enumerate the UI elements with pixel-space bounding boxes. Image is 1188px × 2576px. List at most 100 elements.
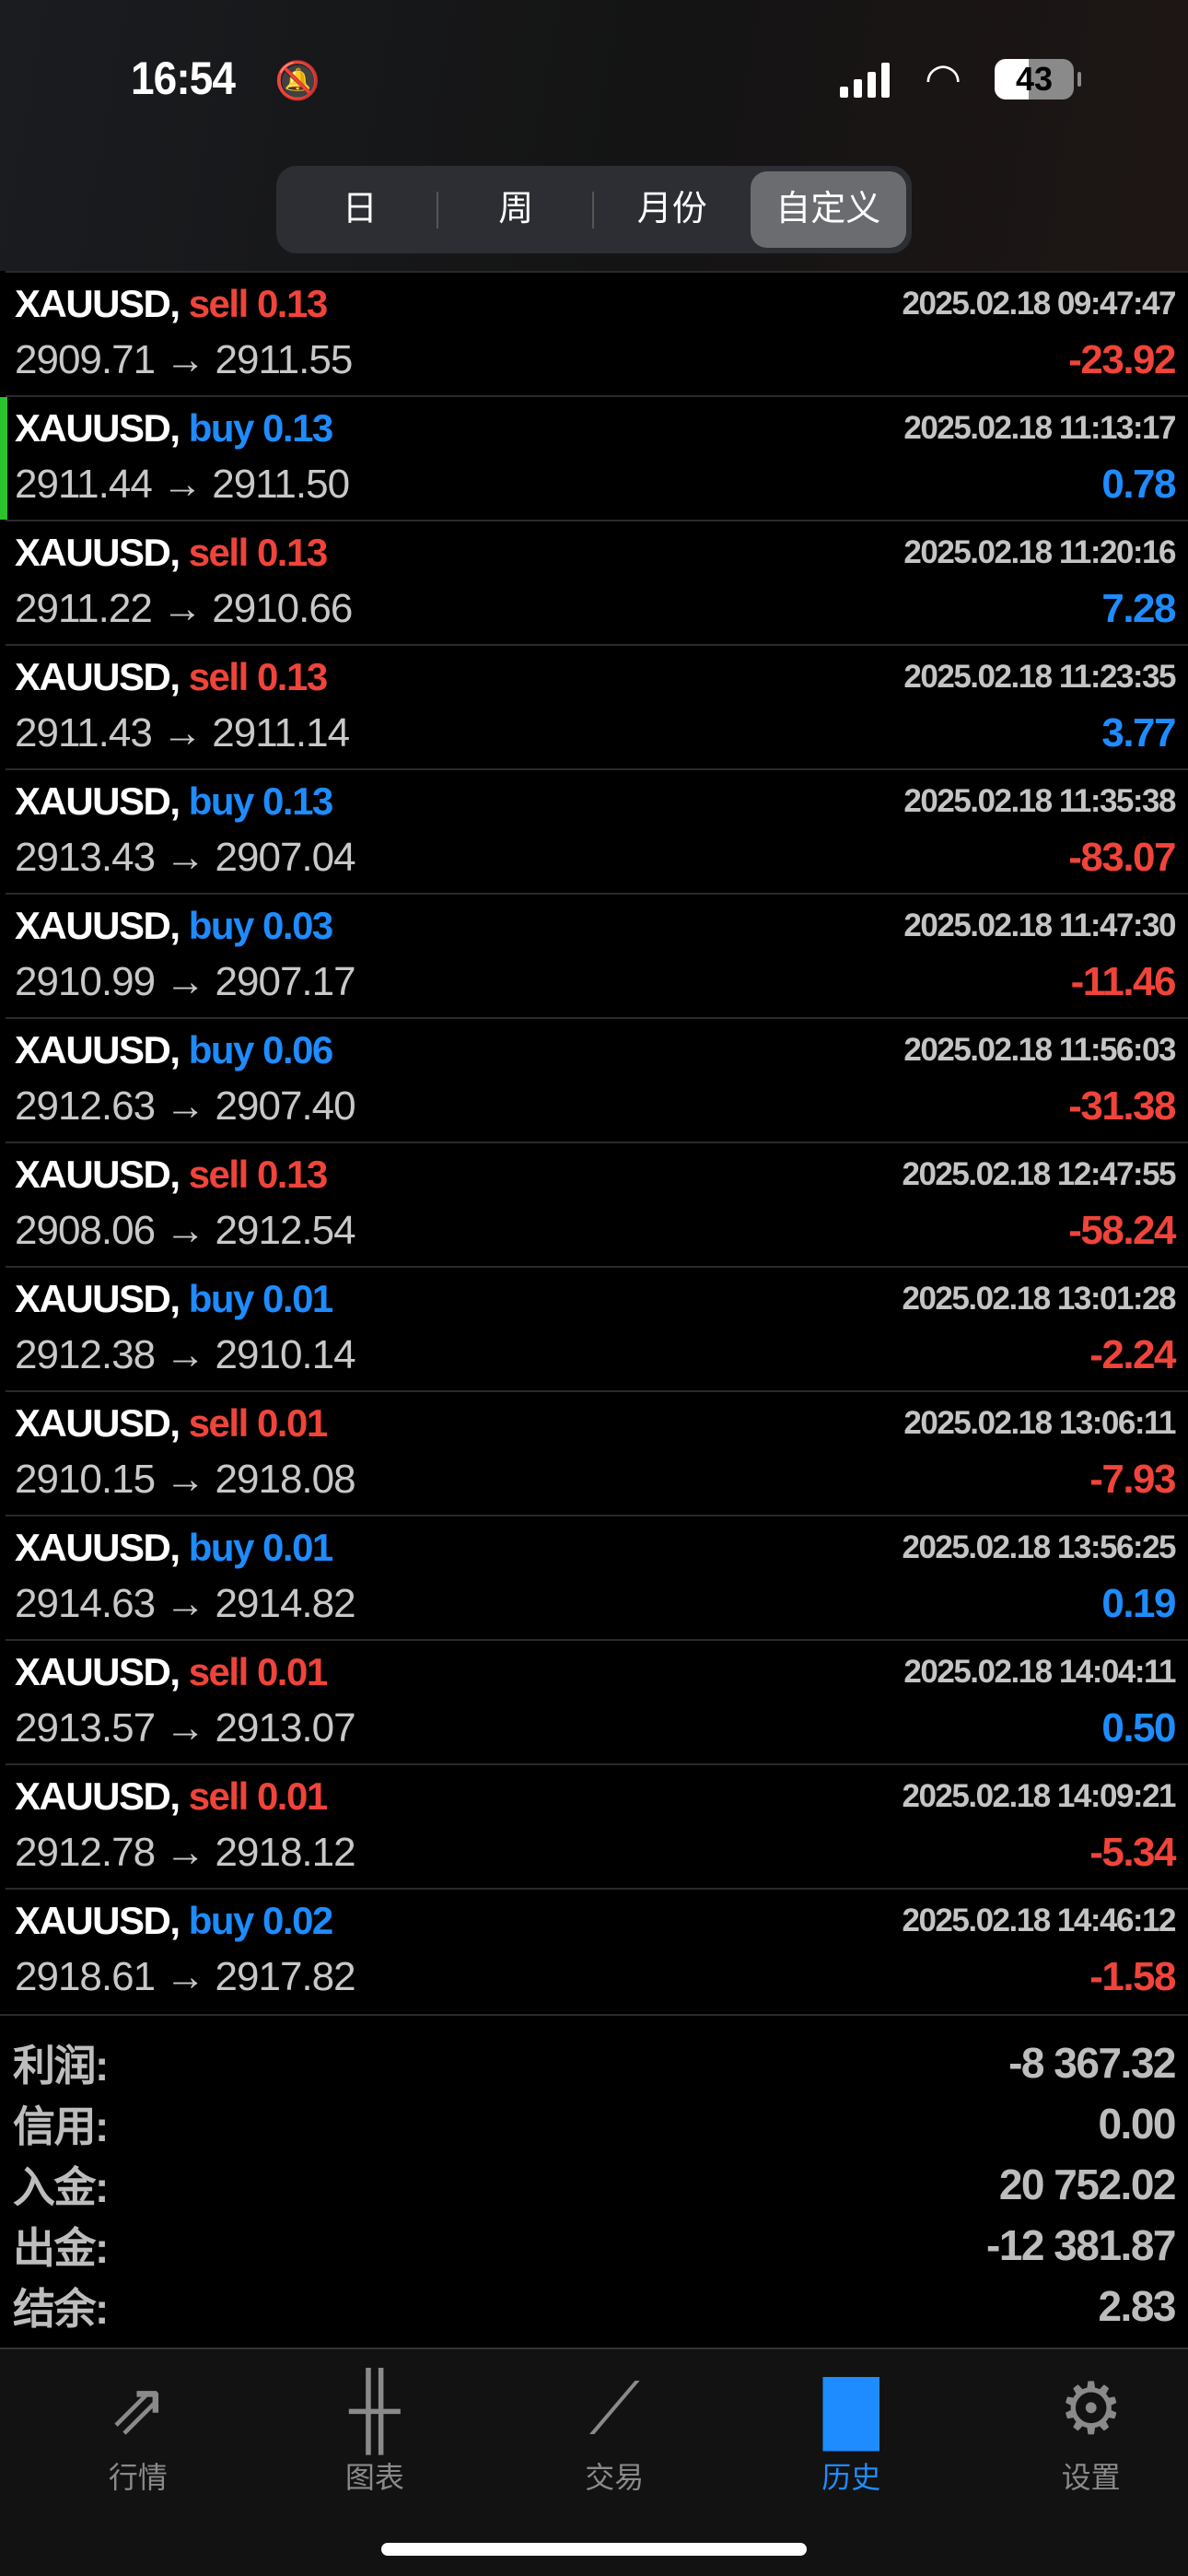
side: sell: [188, 1650, 250, 1693]
summary-value: 0.00: [1098, 2100, 1176, 2148]
trade-title: XAUUSD, sell 0.13: [15, 531, 328, 575]
summary-panel: 利润: -8 367.32 信用: 0.00 入金: 20 752.02 出金: -12 38…: [0, 2014, 1188, 2348]
side: buy: [188, 1277, 255, 1320]
trade-profit: -23.92: [1068, 337, 1176, 382]
arrow-icon: →: [162, 462, 203, 507]
trade-row[interactable]: XAUUSD, buy 0.13 2025.02.18 11:13:17 2911.…: [0, 395, 1188, 520]
trade-row[interactable]: XAUUSD, buy 0.02 2025.02.18 14:46:12 2918.…: [6, 1888, 1188, 2012]
trade-row[interactable]: XAUUSD, buy 0.01 2025.02.18 13:56:25 2914.…: [6, 1515, 1188, 1639]
tab-candlestick-chart[interactable]: ╫ 图表: [283, 2366, 467, 2497]
tab-label: 历史: [821, 2461, 881, 2494]
trade-profit: -31.38: [1068, 1083, 1176, 1129]
trade-prices: 2912.78 → 2918.12: [15, 1830, 356, 1876]
tab-gear[interactable]: ⚙ 设置: [999, 2366, 1183, 2497]
summary-value: -12 381.87: [986, 2221, 1176, 2269]
close-price: 2912.54: [215, 1208, 356, 1253]
trade-prices: 2910.15 → 2918.08: [15, 1457, 356, 1503]
tab-quotes[interactable]: ⇗ 行情: [46, 2366, 230, 2497]
trade-profit: 7.28: [1101, 586, 1176, 631]
trade-time: 2025.02.18 11:56:03: [903, 1032, 1176, 1068]
volume: 0.02: [262, 1899, 333, 1942]
side: buy: [188, 904, 255, 947]
trade-profit: 3.77: [1101, 710, 1176, 755]
trade-row[interactable]: XAUUSD, sell 0.01 2025.02.18 14:09:21 2912…: [6, 1763, 1188, 1888]
segment-1[interactable]: 周: [438, 171, 595, 248]
symbol: XAUUSD,: [15, 1899, 181, 1942]
symbol: XAUUSD,: [15, 1650, 181, 1693]
close-price: 2911.55: [215, 337, 354, 382]
side: sell: [188, 1401, 250, 1445]
trade-title: XAUUSD, sell 0.13: [15, 282, 328, 326]
trade-row[interactable]: XAUUSD, sell 0.01 2025.02.18 14:04:11 2913…: [6, 1639, 1188, 1763]
trade-profit: 0.78: [1101, 462, 1176, 507]
trade-row[interactable]: XAUUSD, buy 0.01 2025.02.18 13:01:28 2912.…: [6, 1266, 1188, 1390]
trade-prices: 2909.71 → 2911.55: [15, 337, 354, 383]
trade-prices: 2914.63 → 2914.82: [15, 1581, 356, 1627]
trade-profit: -5.34: [1089, 1830, 1176, 1875]
gear-icon: ⚙: [1058, 2368, 1124, 2449]
trade-prices: 2908.06 → 2912.54: [15, 1208, 356, 1254]
summary-row: 利润: -8 367.32: [0, 2032, 1188, 2093]
trade-row[interactable]: XAUUSD, sell 0.13 2025.02.18 11:23:35 2911…: [6, 644, 1188, 768]
close-price: 2907.04: [215, 835, 356, 880]
open-price: 2912.38: [15, 1332, 156, 1377]
arrow-icon: →: [165, 1457, 205, 1502]
side: sell: [188, 655, 250, 698]
trade-profit: -58.24: [1068, 1208, 1176, 1253]
volume: 0.13: [256, 1153, 328, 1196]
trade-profit: -2.24: [1089, 1332, 1176, 1377]
volume: 0.13: [262, 406, 333, 450]
symbol: XAUUSD,: [15, 1028, 181, 1071]
selected-marker: [0, 397, 7, 520]
bottom-tab-bar: ⇗ 行情 ╫ 图表 ⟋ 交易 ▇ 历史 ⚙ 设置: [0, 2348, 1188, 2576]
side: buy: [188, 1899, 255, 1942]
trade-time: 2025.02.18 14:09:21: [902, 1778, 1177, 1814]
side: buy: [188, 1526, 255, 1569]
volume: 0.03: [262, 904, 333, 947]
summary-label: 入金:: [13, 2163, 109, 2211]
trade-title: XAUUSD, sell 0.13: [15, 1153, 328, 1197]
close-price: 2918.08: [215, 1457, 356, 1502]
trade-row[interactable]: XAUUSD, sell 0.13 2025.02.18 09:47:47 2909…: [6, 271, 1188, 395]
close-price: 2910.66: [212, 586, 353, 631]
trade-row[interactable]: XAUUSD, buy 0.06 2025.02.18 11:56:03 2912.…: [6, 1017, 1188, 1142]
symbol: XAUUSD,: [15, 1401, 181, 1445]
close-price: 2913.07: [215, 1705, 356, 1751]
trade-prices: 2913.43 → 2907.04: [15, 835, 356, 881]
open-price: 2912.78: [15, 1830, 156, 1875]
tab-trade[interactable]: ⟋ 交易: [522, 2366, 706, 2497]
trade-row[interactable]: XAUUSD, buy 0.03 2025.02.18 11:47:30 2910.…: [6, 893, 1188, 1017]
open-price: 2914.63: [15, 1581, 156, 1626]
close-price: 2918.12: [215, 1830, 356, 1875]
segment-3[interactable]: 自定义: [750, 171, 906, 248]
period-segmented-control[interactable]: 日周 月份 自定义: [276, 166, 912, 253]
trade-profit: -11.46: [1070, 959, 1177, 1004]
close-price: 2911.50: [212, 462, 350, 507]
segment-2[interactable]: 月份: [636, 190, 707, 228]
trade-profit: -1.58: [1089, 1954, 1176, 1999]
symbol: XAUUSD,: [15, 1526, 181, 1569]
trade-row[interactable]: XAUUSD, sell 0.13 2025.02.18 11:20:16 2911…: [6, 520, 1188, 644]
close-price: 2911.14: [212, 710, 350, 755]
trade-title: XAUUSD, buy 0.01: [15, 1277, 333, 1321]
trade-row[interactable]: XAUUSD, sell 0.13 2025.02.18 12:47:55 2908…: [6, 1142, 1188, 1266]
segment-0[interactable]: 日: [282, 171, 438, 248]
arrow-icon: →: [165, 337, 205, 382]
summary-label: 信用:: [13, 2102, 109, 2150]
volume: 0.06: [262, 1028, 333, 1071]
trade-row[interactable]: XAUUSD, buy 0.13 2025.02.18 11:35:38 2913.…: [6, 768, 1188, 893]
trade-prices: 2912.63 → 2907.40: [15, 1083, 356, 1130]
tab-history-inbox[interactable]: ▇ 历史: [759, 2366, 943, 2497]
open-price: 2909.71: [15, 337, 156, 382]
symbol: XAUUSD,: [15, 904, 181, 947]
trade-row[interactable]: XAUUSD, sell 0.01 2025.02.18 13:06:11 2910…: [6, 1390, 1188, 1515]
trade-time: 2025.02.18 12:47:55: [902, 1156, 1177, 1192]
open-price: 2913.57: [15, 1705, 156, 1751]
close-price: 2907.40: [215, 1083, 356, 1129]
trade-title: XAUUSD, buy 0.01: [15, 1526, 333, 1570]
arrow-icon: →: [165, 1954, 205, 1999]
trade-profit: -7.93: [1089, 1457, 1176, 1502]
symbol: XAUUSD,: [15, 1774, 181, 1818]
arrow-icon: →: [162, 710, 203, 755]
volume: 0.13: [262, 779, 333, 823]
